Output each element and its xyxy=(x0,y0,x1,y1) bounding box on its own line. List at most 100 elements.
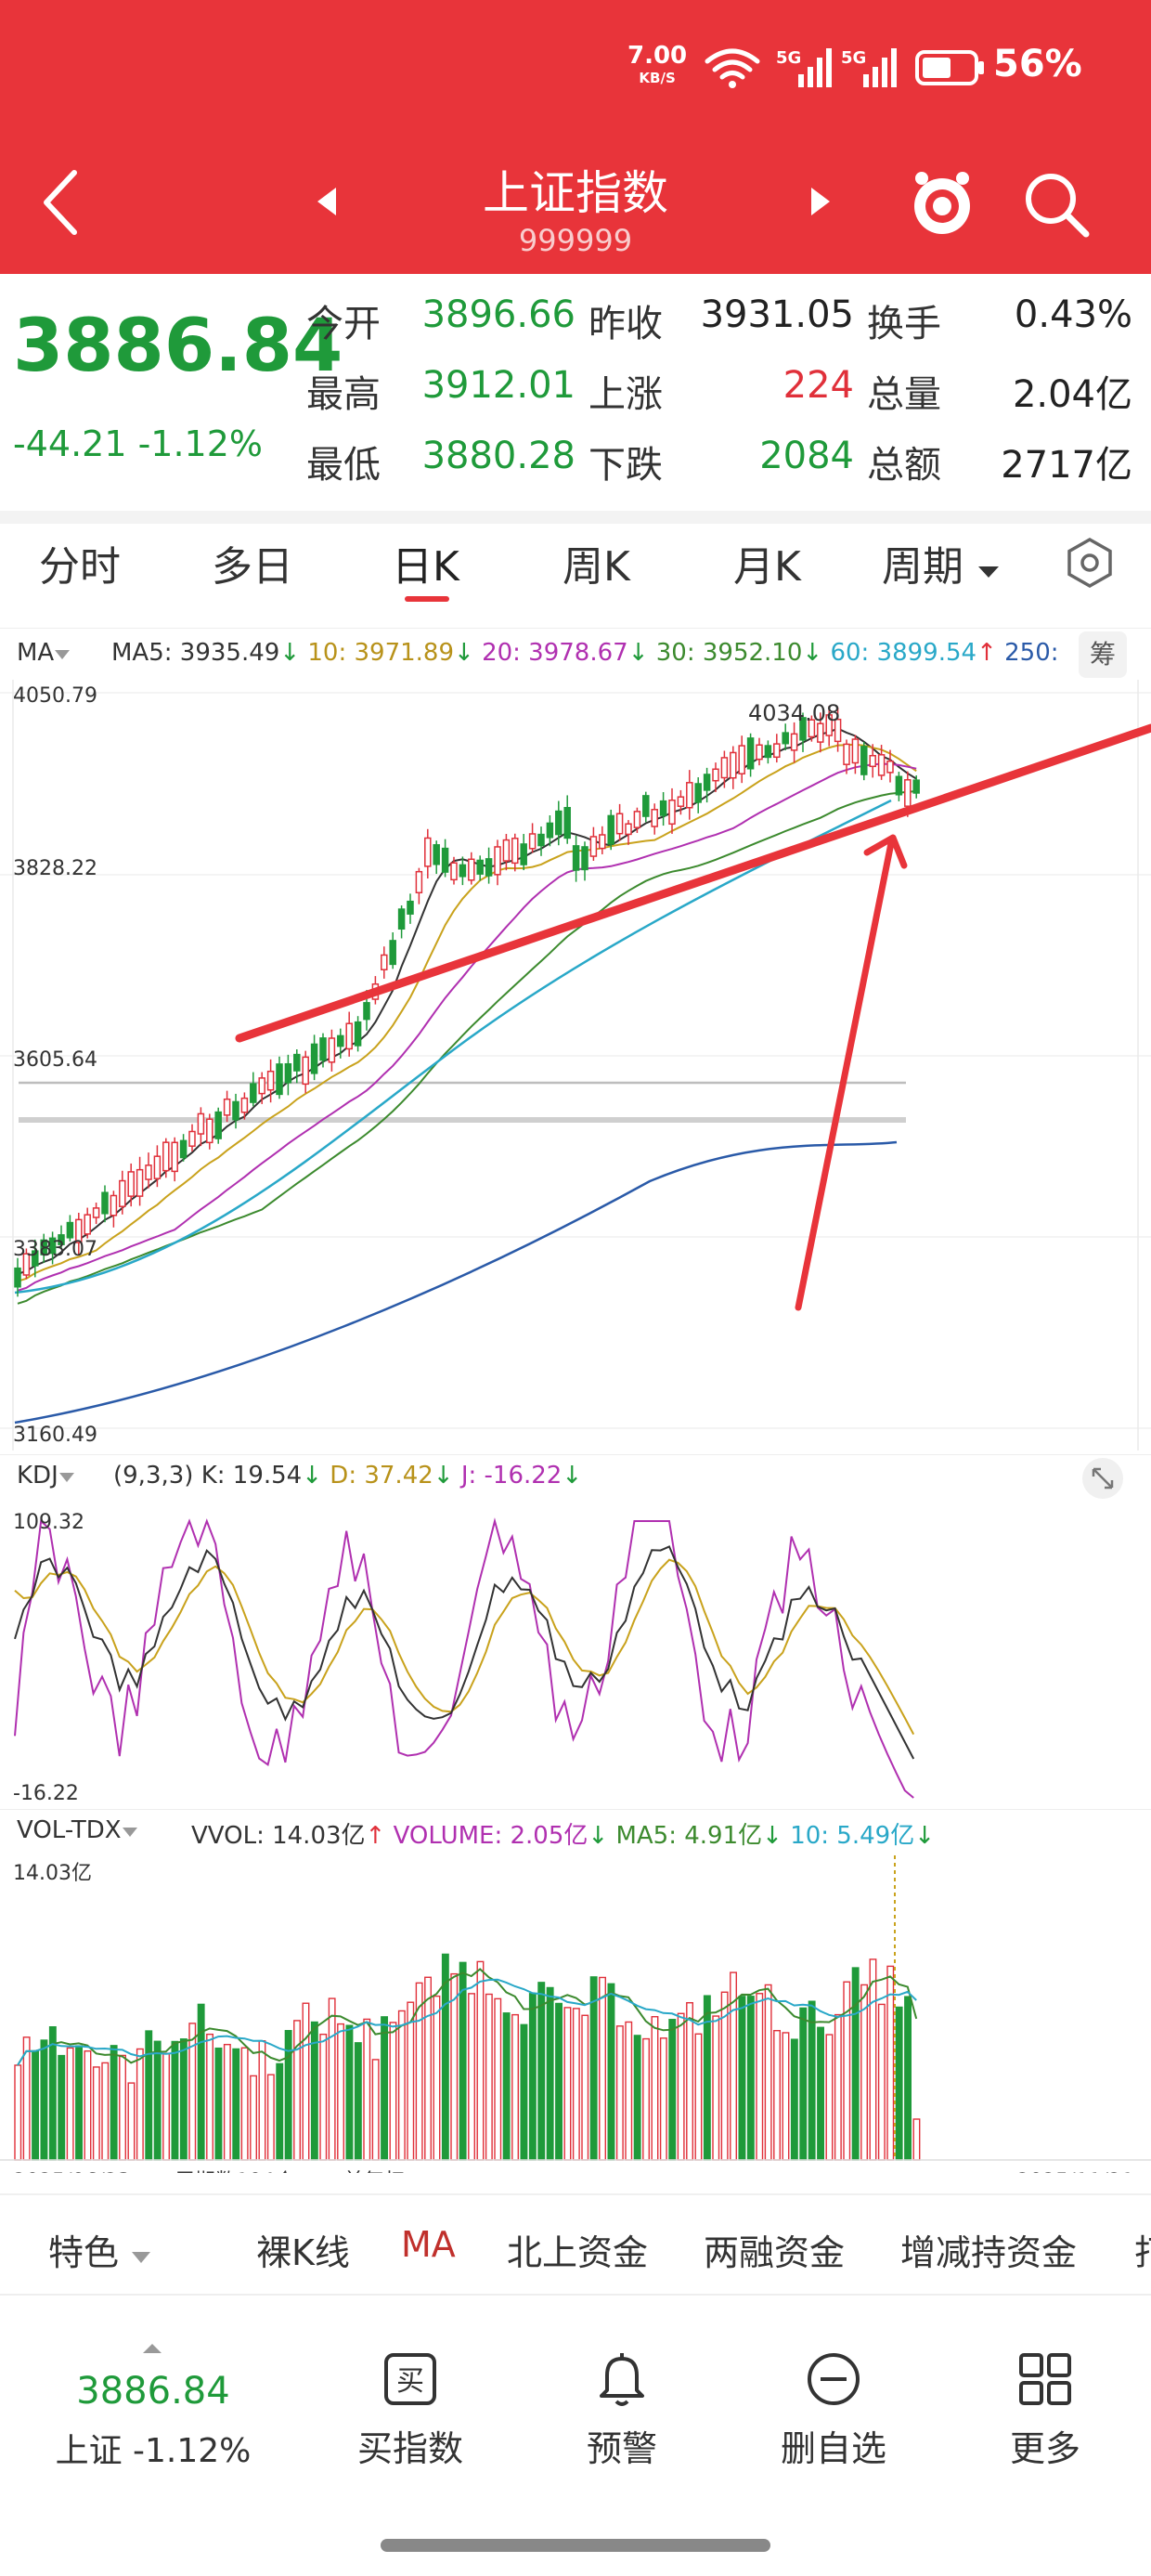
chevron-down-icon xyxy=(132,2252,151,2263)
volume-bar xyxy=(145,2030,153,2161)
ma5-value: MA5: 3935.49 xyxy=(111,639,280,667)
volume-bar xyxy=(851,1967,860,2161)
next-stock-icon[interactable] xyxy=(808,186,832,217)
volume-bar xyxy=(162,2052,171,2161)
bell-icon[interactable] xyxy=(594,2349,650,2409)
buy-index-button[interactable]: 买指数 xyxy=(356,2428,463,2469)
kdj-indicator-selector[interactable]: KDJ xyxy=(17,1462,75,1490)
btab-featured[interactable]: 特色 xyxy=(48,2224,152,2275)
ma60-value: 60: 3899.54 xyxy=(830,639,977,667)
candle-body xyxy=(651,809,658,827)
tab-weekly-k[interactable]: 周K xyxy=(563,543,630,591)
ma30-value: 30: 3952.10 xyxy=(655,639,803,667)
more-grid-icon[interactable] xyxy=(1017,2351,1073,2407)
volume-bar xyxy=(537,1982,546,2161)
remove-watchlist-icon[interactable] xyxy=(806,2351,861,2407)
bottom-price[interactable]: 3886.84 xyxy=(76,2370,230,2413)
btab-ma[interactable]: MA xyxy=(401,2224,456,2265)
settings-hexagon-icon[interactable] xyxy=(1062,535,1118,591)
volume-bar xyxy=(371,2059,380,2161)
vol-indicator-selector[interactable]: VOL-TDX xyxy=(17,1816,138,1844)
kline-y-label: 3160.49 xyxy=(13,1424,97,1447)
candle-body xyxy=(581,846,588,871)
volume-bar xyxy=(450,1972,459,2161)
kline-y-label: 3383.07 xyxy=(13,1238,97,1261)
volume-bar xyxy=(572,2008,580,2161)
candle-body xyxy=(441,847,449,873)
candle-body xyxy=(869,754,876,768)
label-advance: 上涨 xyxy=(588,373,663,416)
volume-bar xyxy=(468,1993,475,2161)
volume-bar xyxy=(302,2002,310,2161)
search-icon[interactable] xyxy=(1019,167,1093,241)
volume-bar xyxy=(58,2054,66,2161)
more-button[interactable]: 更多 xyxy=(1009,2428,1080,2469)
bottom-index-change[interactable]: 上证 -1.12% xyxy=(37,2424,269,2472)
btab-northbound[interactable]: 北上资金 xyxy=(507,2232,649,2273)
btab-margin[interactable]: 两融资金 xyxy=(704,2232,846,2273)
buy-icon[interactable]: 买 xyxy=(382,2351,438,2407)
tab-multi-day[interactable]: 多日 xyxy=(212,543,293,591)
candle-body xyxy=(302,1056,309,1086)
volume-bar xyxy=(703,1995,711,2161)
volume-bar xyxy=(276,2062,284,2161)
volume-bar xyxy=(738,1996,746,2161)
candle-body xyxy=(615,813,624,835)
net-speed-value: 7.00 xyxy=(627,42,688,70)
volume-bar xyxy=(389,2022,397,2161)
tab-period[interactable]: 周期 xyxy=(882,533,1001,592)
mascot-icon[interactable] xyxy=(905,165,979,240)
candle-body xyxy=(746,737,755,770)
volume-bar xyxy=(337,2023,344,2161)
prev-stock-icon[interactable] xyxy=(316,186,340,217)
candle-body xyxy=(738,745,745,774)
volume-bar xyxy=(197,2003,205,2161)
candle-body xyxy=(276,1063,283,1096)
chevron-up-icon[interactable] xyxy=(141,2342,163,2355)
candle-body xyxy=(686,782,693,809)
kdj-k-value: K: 19.54 xyxy=(200,1462,303,1490)
tab-daily-k[interactable]: 日K xyxy=(392,543,459,591)
volume-bar xyxy=(40,2039,48,2161)
tab-intraday[interactable]: 分时 xyxy=(39,543,121,591)
candle-body xyxy=(799,717,807,741)
start-date: 2025/06/23 xyxy=(13,2170,131,2173)
candle-body xyxy=(764,745,772,759)
tab-monthly-k[interactable]: 月K xyxy=(733,543,801,591)
btab-holding-change[interactable]: 增减持资金 xyxy=(900,2232,1078,2273)
alert-button[interactable]: 预警 xyxy=(586,2428,657,2469)
row-divider xyxy=(0,1454,1151,1455)
kline-chart[interactable]: 4050.79 3828.22 3605.64 3383.07 3160.49 4034.… xyxy=(0,680,1151,1451)
kdj-d-value: D: 37.42 xyxy=(330,1462,433,1490)
back-icon[interactable] xyxy=(37,165,84,240)
network-speed: 7.00 KB/S xyxy=(627,42,688,89)
remove-watchlist-button[interactable]: 删自选 xyxy=(780,2428,886,2469)
candle-body xyxy=(642,795,650,817)
net-speed-unit: KB/S xyxy=(639,70,676,86)
candle-body xyxy=(459,864,467,878)
ma-indicator-selector[interactable]: MA xyxy=(17,639,71,667)
expand-icon[interactable] xyxy=(1080,1456,1125,1501)
ma20-value: 20: 3978.67 xyxy=(482,639,628,667)
candle-body xyxy=(468,858,475,881)
volume-bar xyxy=(912,2118,921,2161)
candle-body xyxy=(537,833,545,847)
price-change: -44.21 -1.12% xyxy=(13,423,264,464)
label-turnover: 换手 xyxy=(867,303,941,345)
tab-period-label: 周期 xyxy=(882,543,963,591)
candle-body xyxy=(84,1214,91,1235)
header-bar: 7.00 KB/S 5G 5G 56% 上证指数 999999 xyxy=(0,0,1151,274)
btab-more[interactable]: 打 xyxy=(1134,2224,1151,2275)
candle-body xyxy=(397,908,406,930)
chip-distribution-button[interactable]: 筹 xyxy=(1079,631,1127,678)
btab-naked-k[interactable]: 裸K线 xyxy=(256,2232,350,2273)
volume-bar xyxy=(32,2050,39,2161)
volume-bar xyxy=(258,2040,266,2161)
candle-body xyxy=(415,870,423,894)
ma30-line xyxy=(17,790,917,1305)
volume-bar xyxy=(877,2003,886,2161)
bottom-index-change-text: 上证 -1.12% xyxy=(55,2432,252,2470)
candle-body xyxy=(354,1021,362,1047)
section-divider xyxy=(0,511,1151,524)
kline-y-label: 3828.22 xyxy=(13,857,97,880)
